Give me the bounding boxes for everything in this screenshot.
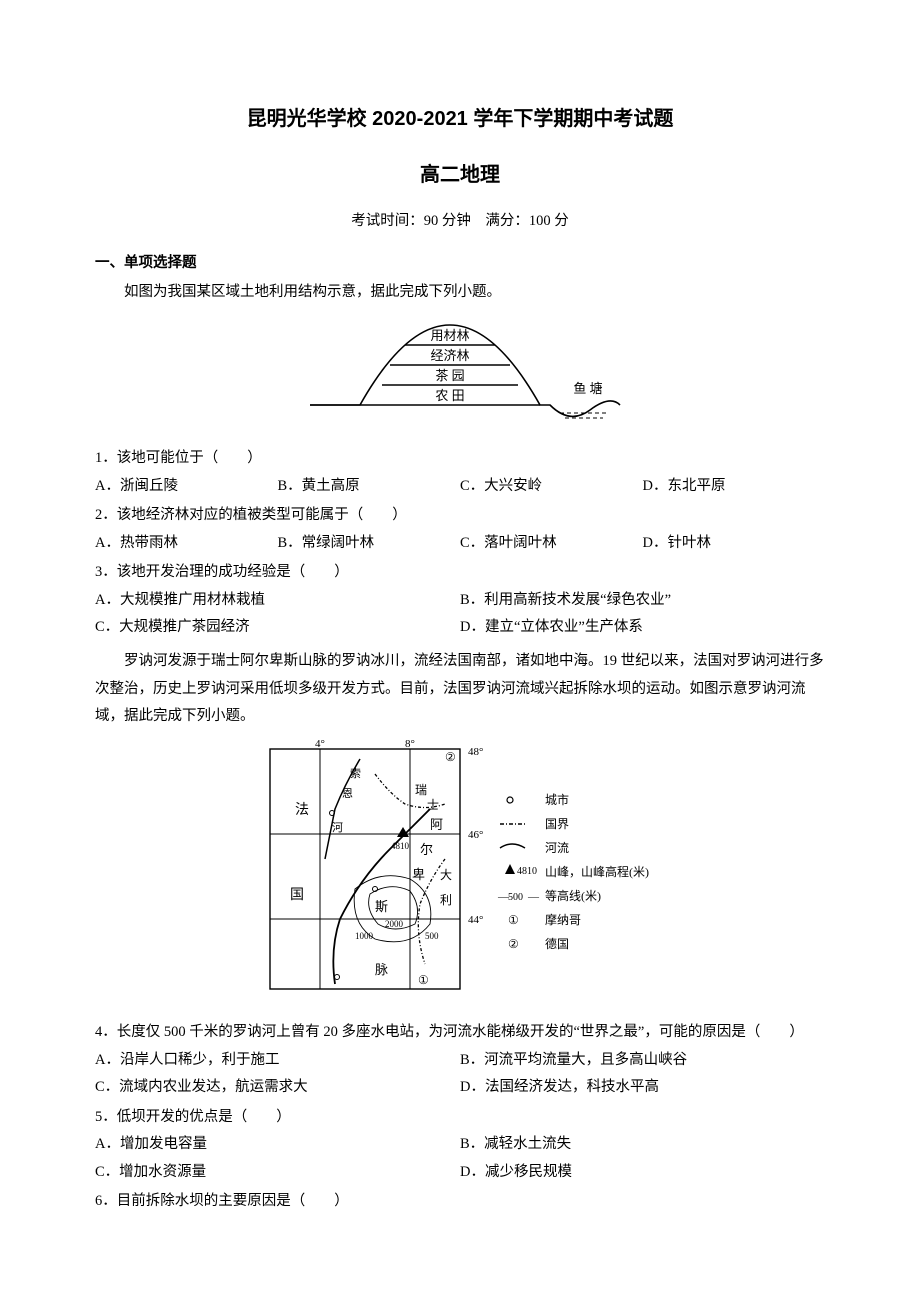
q3-stem: 3．该地开发治理的成功经验是（ ） [95, 559, 825, 587]
legend-city: 城市 [545, 792, 569, 807]
figure-1: 用材林 经济林 茶 园 农 田 鱼 塘 [95, 315, 825, 436]
fig2-fa: 法 [295, 802, 309, 818]
fig2-c3: 500 [425, 931, 439, 941]
sub-title: 高二地理 [95, 156, 825, 194]
section-heading: 一、单项选择题 [95, 250, 825, 278]
fig2-bei: 卑 [412, 867, 425, 882]
q6-stem: 6．目前拆除水坝的主要原因是（ ） [95, 1188, 825, 1216]
q2-stem: 2．该地经济林对应的植被类型可能属于（ ） [95, 502, 825, 530]
q5-stem: 5．低坝开发的优点是（ ） [95, 1104, 825, 1132]
q5-a: A．增加发电容量 [95, 1131, 460, 1159]
q1-options: A．浙闽丘陵 B．黄土高原 C．大兴安岭 D．东北平原 [95, 473, 825, 501]
q4-a: A．沿岸人口稀少，利于施工 [95, 1047, 460, 1075]
legend-river: 河流 [545, 841, 569, 855]
q5-b: B．减轻水土流失 [460, 1131, 825, 1159]
legend-peak-sym: 4810 [517, 866, 537, 877]
fig2-suo: 索 [350, 766, 361, 780]
fig2-mai: 脉 [375, 962, 388, 977]
fig1-label-2: 经济林 [430, 348, 469, 363]
main-title: 昆明光华学校 2020-2021 学年下学期期中考试题 [95, 100, 825, 138]
passage-2: 罗讷河发源于瑞士阿尔卑斯山脉的罗讷冰川，流经法国南部，诸如地中海。19 世纪以来… [95, 648, 825, 731]
q3-a: A．大规模推广用材林栽植 [95, 587, 460, 615]
fig2-lat2: 46° [468, 829, 483, 841]
fig2-circ1: ① [418, 973, 429, 987]
q1-d: D．东北平原 [643, 473, 826, 501]
q4-d: D．法国经济发达，科技水平高 [460, 1074, 825, 1102]
q5-d: D．减少移民规模 [460, 1159, 825, 1187]
q2-b: B．常绿阔叶林 [278, 530, 461, 558]
q1-c: C．大兴安岭 [460, 473, 643, 501]
q2-d: D．针叶林 [643, 530, 826, 558]
q4-b: B．河流平均流量大，且多高山峡谷 [460, 1047, 825, 1075]
legend-n2: ② [508, 937, 519, 951]
exam-info: 考试时间：90 分钟 满分：100 分 [95, 208, 825, 236]
fig2-a: 阿 [430, 817, 443, 832]
q4-options: A．沿岸人口稀少，利于施工 B．河流平均流量大，且多高山峡谷 C．流域内农业发达… [95, 1047, 825, 1102]
fig1-label-pond: 鱼 塘 [573, 381, 602, 396]
fig2-lat3: 44° [468, 914, 483, 926]
fig2-dali2: 利 [440, 893, 452, 907]
svg-text:—: — [527, 891, 540, 903]
q2-a: A．热带雨林 [95, 530, 278, 558]
fig2-circ2: ② [445, 750, 456, 764]
fig2-si: 斯 [375, 899, 388, 914]
legend-contour-sym: 500 [508, 892, 523, 903]
q4-c: C．流域内农业发达，航运需求大 [95, 1074, 460, 1102]
fig2-peak-val: 4810 [391, 841, 410, 851]
fig1-label-4: 农 田 [435, 388, 464, 403]
fig1-label-3: 茶 园 [435, 368, 464, 383]
q3-b: B．利用高新技术发展“绿色农业” [460, 587, 825, 615]
svg-text:瑞: 瑞 [415, 783, 427, 797]
q3-d: D．建立“立体农业”生产体系 [460, 614, 825, 642]
fig2-lon2: 8° [405, 739, 415, 750]
fig2-c1: 1000 [355, 931, 374, 941]
legend-contour: 等高线(米) [545, 888, 601, 903]
fig2-c2: 2000 [385, 919, 404, 929]
intro-text: 如图为我国某区域土地利用结构示意，据此完成下列小题。 [95, 279, 825, 307]
fig2-guo: 国 [290, 888, 304, 903]
fig2-er: 尔 [420, 842, 433, 857]
q3-options: A．大规模推广用材林栽植 B．利用高新技术发展“绿色农业” C．大规模推广茶园经… [95, 587, 825, 642]
fig1-label-1: 用材林 [430, 328, 469, 343]
legend-peak: 山峰，山峰高程(米) [545, 864, 649, 879]
q2-c: C．落叶阔叶林 [460, 530, 643, 558]
legend-n1-label: 摩纳哥 [545, 912, 581, 927]
q2-options: A．热带雨林 B．常绿阔叶林 C．落叶阔叶林 D．针叶林 [95, 530, 825, 558]
q1-a: A．浙闽丘陵 [95, 473, 278, 501]
fig2-lat1: 48° [468, 746, 483, 758]
q3-c: C．大规模推广茶园经济 [95, 614, 460, 642]
q5-options: A．增加发电容量 B．减轻水土流失 C．增加水资源量 D．减少移民规模 [95, 1131, 825, 1186]
svg-text:士: 士 [427, 798, 439, 812]
q4-stem: 4．长度仅 500 千米的罗讷河上曾有 20 多座水电站，为河流水能梯级开发的“… [95, 1019, 825, 1047]
q1-b: B．黄土高原 [278, 473, 461, 501]
figure-2: 4° 8° 48° 46° 44° 4810 法 国 瑞 士 索 恩 河 阿 尔… [95, 739, 825, 1010]
legend-n2-label: 德国 [545, 936, 569, 951]
q5-c: C．增加水资源量 [95, 1159, 460, 1187]
legend-border: 国界 [545, 817, 569, 831]
legend-n1: ① [508, 913, 519, 927]
q1-stem: 1．该地可能位于（ ） [95, 445, 825, 473]
fig2-he: 河 [332, 821, 343, 834]
fig2-dali1: 大 [440, 868, 452, 882]
fig2-lon1: 4° [315, 739, 325, 750]
fig2-en: 恩 [342, 787, 353, 800]
